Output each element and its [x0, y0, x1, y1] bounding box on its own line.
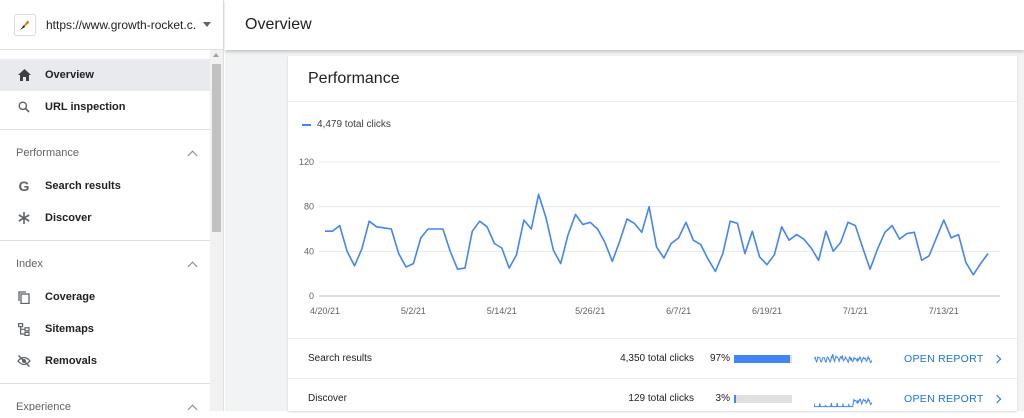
google-g-icon: G [17, 179, 31, 193]
row-name: Search results [288, 353, 488, 364]
sidebar-nav: Overview URL inspection Performance G Se… [0, 50, 210, 411]
x-tick-label: 6/7/21 [666, 306, 691, 316]
performance-card: Performance 4,479 total clicks 0 40 80 120 4… [288, 56, 1017, 411]
row-percent: 97% [704, 353, 730, 364]
open-report-button[interactable]: OPEN REPORT [904, 353, 1000, 365]
sparkline-line [814, 398, 872, 406]
row-percent: 3% [704, 393, 730, 404]
x-tick-label: 7/13/21 [929, 306, 959, 316]
chevron-right-icon [992, 354, 1000, 362]
y-tick-label: 0 [309, 291, 314, 301]
section-title: Experience [16, 401, 71, 411]
chevron-down-icon[interactable] [203, 22, 211, 27]
sidebar-item-label: Sitemaps [45, 323, 94, 335]
sidebar-scrollbar[interactable] [210, 50, 223, 411]
sparkline [814, 389, 872, 409]
divider [0, 240, 210, 241]
sparkline-line [814, 354, 872, 363]
sparkline [814, 349, 872, 369]
asterisk-icon [17, 211, 31, 225]
row-clicks: 129 total clicks [488, 393, 694, 404]
legend-swatch [302, 124, 311, 126]
share-bar-fill [734, 355, 790, 363]
sidebar-item-label: Search results [45, 180, 121, 192]
share-bar [734, 355, 792, 363]
sidebar-item-label: Discover [45, 212, 91, 224]
search-icon [17, 100, 31, 114]
sidebar-item-sitemaps[interactable]: Sitemaps [0, 313, 210, 345]
chart-legend: 4,479 total clicks [302, 119, 391, 130]
open-report-button[interactable]: OPEN REPORT [904, 393, 1000, 405]
y-tick-label: 40 [304, 246, 314, 256]
section-title: Index [16, 258, 43, 270]
file-copy-icon [17, 290, 31, 304]
rocket-icon [14, 14, 36, 36]
chevron-right-icon [992, 394, 1000, 402]
main-content: Performance 4,479 total clicks 0 40 80 120 4… [225, 50, 1024, 411]
sidebar-item-overview[interactable]: Overview [0, 59, 210, 91]
x-tick-label: 4/20/21 [310, 306, 340, 316]
sidebar-item-label: Removals [45, 355, 97, 367]
chevron-up-icon [188, 261, 198, 271]
x-tick-label: 7/1/21 [843, 306, 868, 316]
page-header: Overview [225, 0, 1024, 50]
row-name: Discover [288, 393, 488, 404]
open-report-label: OPEN REPORT [904, 353, 984, 365]
chevron-up-icon [188, 404, 198, 411]
home-icon [17, 68, 31, 82]
section-performance[interactable]: Performance [0, 136, 210, 170]
sidebar-item-label: URL inspection [45, 101, 125, 113]
legend-label: 4,479 total clicks [317, 119, 391, 130]
divider [0, 383, 210, 384]
x-tick-label: 5/14/21 [487, 306, 517, 316]
x-tick-label: 5/26/21 [575, 306, 605, 316]
sidebar-item-coverage[interactable]: Coverage [0, 281, 210, 313]
sidebar-item-discover[interactable]: Discover [0, 202, 210, 234]
section-experience[interactable]: Experience [0, 390, 210, 411]
chevron-up-icon [188, 150, 198, 160]
report-rows: Search results 4,350 total clicks 97% OP… [288, 338, 1017, 418]
scrollbar-thumb[interactable] [212, 64, 221, 232]
share-bar-fill [734, 395, 736, 403]
sidebar-item-label: Coverage [45, 291, 95, 303]
sidebar: https://www.growth-rocket.c... Overview … [0, 0, 224, 411]
y-tick-label: 80 [304, 202, 314, 212]
clicks-line-chart: 0 40 80 120 4/20/21 5/2/21 5/14/21 5/26/21 6/7/2… [288, 144, 1017, 324]
row-clicks: 4,350 total clicks [488, 353, 694, 364]
open-report-label: OPEN REPORT [904, 393, 984, 405]
x-tick-label: 5/2/21 [401, 306, 426, 316]
property-url: https://www.growth-rocket.c... [46, 18, 197, 32]
divider [0, 129, 210, 130]
page-title: Overview [245, 16, 312, 34]
section-index[interactable]: Index [0, 247, 210, 281]
sitemap-icon [17, 322, 31, 336]
x-tick-label: 6/19/21 [752, 306, 782, 316]
section-title: Performance [16, 147, 79, 159]
property-selector[interactable]: https://www.growth-rocket.c... [0, 0, 223, 50]
card-title: Performance [288, 56, 1017, 102]
table-row: Discover 129 total clicks 3% OPEN REPORT [288, 378, 1017, 418]
scroll-up-arrow-icon[interactable] [213, 53, 219, 57]
y-tick-label: 120 [299, 157, 314, 167]
table-row: Search results 4,350 total clicks 97% OP… [288, 338, 1017, 378]
sidebar-item-removals[interactable]: Removals [0, 345, 210, 377]
share-bar [734, 395, 792, 403]
eye-off-icon [17, 354, 31, 368]
sidebar-item-label: Overview [45, 69, 94, 81]
sidebar-item-search-results[interactable]: G Search results [0, 170, 210, 202]
sidebar-item-url-inspection[interactable]: URL inspection [0, 91, 210, 123]
